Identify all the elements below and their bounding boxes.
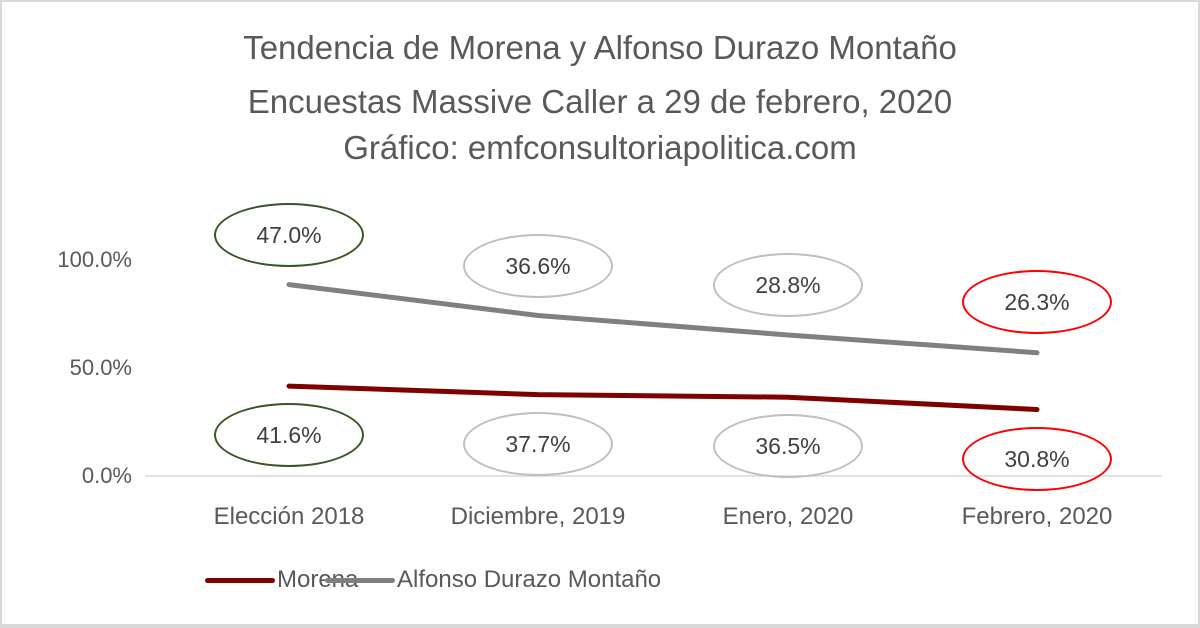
data-label-alfonso-2: 28.8% bbox=[713, 253, 863, 317]
chart-title-line-3: Gráfico: emfconsultoriapolitica.com bbox=[343, 129, 857, 166]
y-tick-100: 100.0% bbox=[57, 247, 132, 272]
y-tick-0: 0.0% bbox=[81, 463, 132, 488]
x-tick-1: Diciembre, 2019 bbox=[450, 503, 626, 530]
legend-item-alfonso: Alfonso Durazo Montaño bbox=[325, 566, 661, 594]
data-label-alfonso-3: 26.3% bbox=[962, 270, 1112, 334]
y-tick-50: 50.0% bbox=[69, 355, 132, 380]
data-label-morena-3: 30.8% bbox=[962, 427, 1112, 491]
legend-swatch-alfonso bbox=[325, 577, 395, 583]
data-label-alfonso-1: 36.6% bbox=[463, 234, 613, 298]
x-tick-3: Febrero, 2020 bbox=[961, 503, 1113, 530]
data-label-morena-1: 37.7% bbox=[463, 412, 613, 476]
chart-title-line-2: Encuestas Massive Caller a 29 de febrero… bbox=[247, 83, 953, 120]
x-tick-2: Enero, 2020 bbox=[722, 503, 854, 530]
data-label-alfonso-0: 47.0% bbox=[214, 203, 364, 267]
series-line-alfonso bbox=[286, 282, 1040, 356]
legend-label-alfonso: Alfonso Durazo Montaño bbox=[397, 566, 662, 593]
chart-title-line-1: Tendencia de Morena y Alfonso Durazo Mon… bbox=[243, 29, 957, 66]
series-line-morena bbox=[286, 383, 1040, 412]
data-label-morena-0: 41.6% bbox=[214, 403, 364, 467]
data-label-morena-2: 36.5% bbox=[713, 414, 863, 478]
x-tick-0: Elección 2018 bbox=[213, 503, 365, 530]
legend-swatch-morena bbox=[205, 577, 275, 583]
